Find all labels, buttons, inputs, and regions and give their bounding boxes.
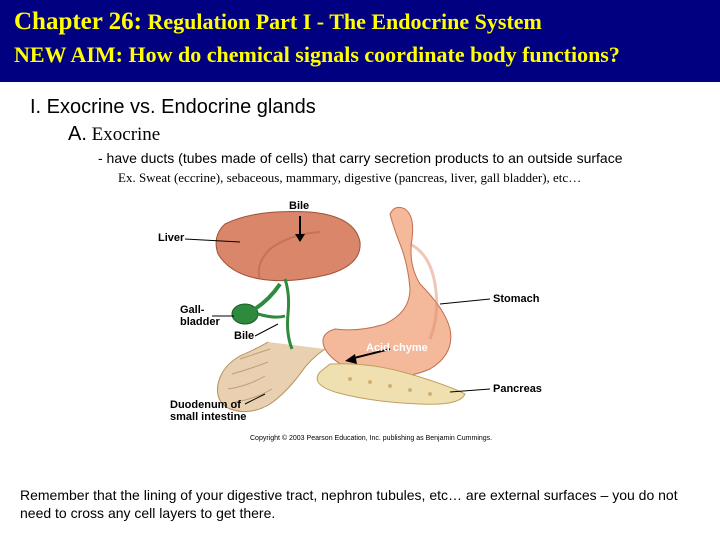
label-acid-chyme: Acid chyme: [366, 342, 428, 354]
label-duodenum: Duodenum of small intestine: [170, 399, 246, 423]
label-liver: Liver: [158, 232, 184, 244]
subsection-text: Exocrine: [87, 124, 160, 145]
label-bile-1: Bile: [289, 200, 309, 212]
subsection-letter: A.: [68, 123, 87, 145]
slide-content: I. Exocrine vs. Endocrine glands A. Exoc…: [0, 82, 720, 444]
label-gallbladder: Gall- bladder: [180, 304, 220, 328]
label-bile-2: Bile: [234, 330, 254, 342]
chapter-title: Chapter 26: Regulation Part I - The Endo…: [14, 8, 706, 36]
label-pancreas: Pancreas: [493, 383, 542, 395]
footer-note: Remember that the lining of your digesti…: [8, 486, 712, 522]
section-title: I. Exocrine vs. Endocrine glands: [30, 96, 702, 119]
slide-header: Chapter 26: Regulation Part I - The Endo…: [0, 0, 720, 82]
anatomy-diagram: Liver Bile Gall- bladder Bile Duodenum o…: [110, 194, 610, 444]
aim-text: NEW AIM: How do chemical signals coordin…: [14, 42, 706, 68]
subsection-a: A. Exocrine: [68, 123, 702, 146]
diagram-copyright: Copyright © 2003 Pearson Education, Inc.…: [250, 435, 492, 442]
detail-text-1: - have ducts (tubes made of cells) that …: [98, 150, 702, 166]
label-stomach: Stomach: [493, 293, 539, 305]
chapter-number: Chapter 26:: [14, 8, 142, 35]
detail-text-2: Ex. Sweat (eccrine), sebaceous, mammary,…: [118, 170, 702, 186]
chapter-subtitle: Regulation Part I - The Endocrine System: [148, 9, 542, 34]
